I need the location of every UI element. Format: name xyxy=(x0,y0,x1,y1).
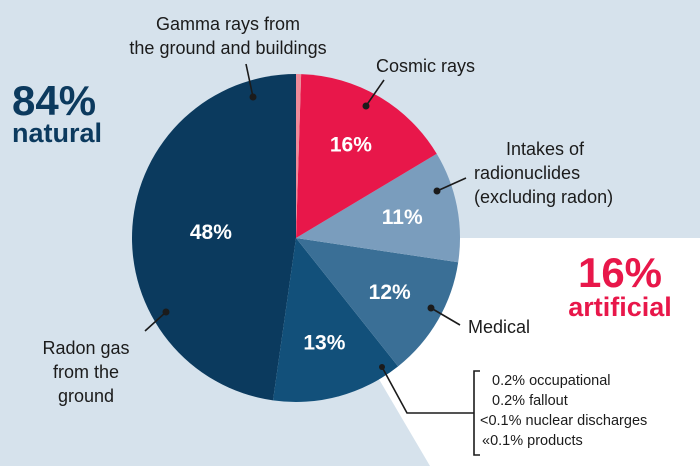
slice-label-2: 12% xyxy=(369,281,411,304)
radon-leader-dot xyxy=(162,308,170,316)
minor-line-occupational: 0.2% occupational xyxy=(492,373,611,389)
gamma-leader-line xyxy=(245,63,254,98)
radon-callout-line-1: Radon gas xyxy=(42,338,129,358)
radon-leader-line xyxy=(144,311,167,332)
intakes-leader-line xyxy=(436,177,467,192)
pie-slice-intakes-of-radionuclides-excluding-radon xyxy=(296,153,461,263)
minor-line-products: «0.1% products xyxy=(482,433,583,449)
cosmic-leader-dot xyxy=(362,102,370,110)
gamma-callout-line-1: Gamma rays from xyxy=(156,14,300,34)
medical-leader-line xyxy=(430,307,461,326)
cosmic-callout: Cosmic rays xyxy=(376,56,475,76)
minor-bracket xyxy=(473,370,480,456)
slice-label-0: 48% xyxy=(190,221,232,244)
pie-slice-gamma-rays-from-the-ground-and-buildings xyxy=(273,238,399,402)
artificial-percent: 16% xyxy=(578,249,662,296)
intakes-leader-dot xyxy=(433,187,441,195)
medical-leader-dot xyxy=(427,304,435,312)
cosmic-leader-line xyxy=(365,79,385,107)
pie-slices xyxy=(132,73,461,402)
slice-label-3: 11% xyxy=(382,206,423,229)
intakes-callout-line-1: Intakes of xyxy=(506,139,585,159)
slice-label-4: 16% xyxy=(330,134,372,157)
slice-label-1: 13% xyxy=(303,331,345,354)
pie-slice-radon-gas-from-the-ground xyxy=(132,74,296,401)
gamma-callout-line-2: the ground and buildings xyxy=(129,38,326,58)
intakes-callout-line-2: radionuclides xyxy=(474,163,580,183)
radon-callout-line-3: ground xyxy=(58,386,114,406)
minor-leader-dot xyxy=(379,364,385,370)
artificial-word: artificial xyxy=(568,292,672,322)
minor-line-fallout: 0.2% fallout xyxy=(492,393,568,409)
medical-callout: Medical xyxy=(468,317,530,337)
radon-callout-line-2: from the xyxy=(53,362,119,382)
minor-leader-line xyxy=(381,366,474,414)
pie-slice-occupational-fallout-nuclear-discharges-products xyxy=(296,73,302,238)
intakes-callout-line-3: (excluding radon) xyxy=(474,187,613,207)
natural-percent: 84% xyxy=(12,77,96,124)
pie-slice-labels: 48% 13% 12% 11% 16% xyxy=(190,134,423,355)
gamma-leader-dot xyxy=(249,93,257,101)
pie-slice-cosmic-rays xyxy=(296,238,459,367)
pie-slice-medical xyxy=(296,74,437,238)
minor-line-nuclear-discharges: <0.1% nuclear discharges xyxy=(480,413,647,429)
natural-word: natural xyxy=(12,118,102,148)
